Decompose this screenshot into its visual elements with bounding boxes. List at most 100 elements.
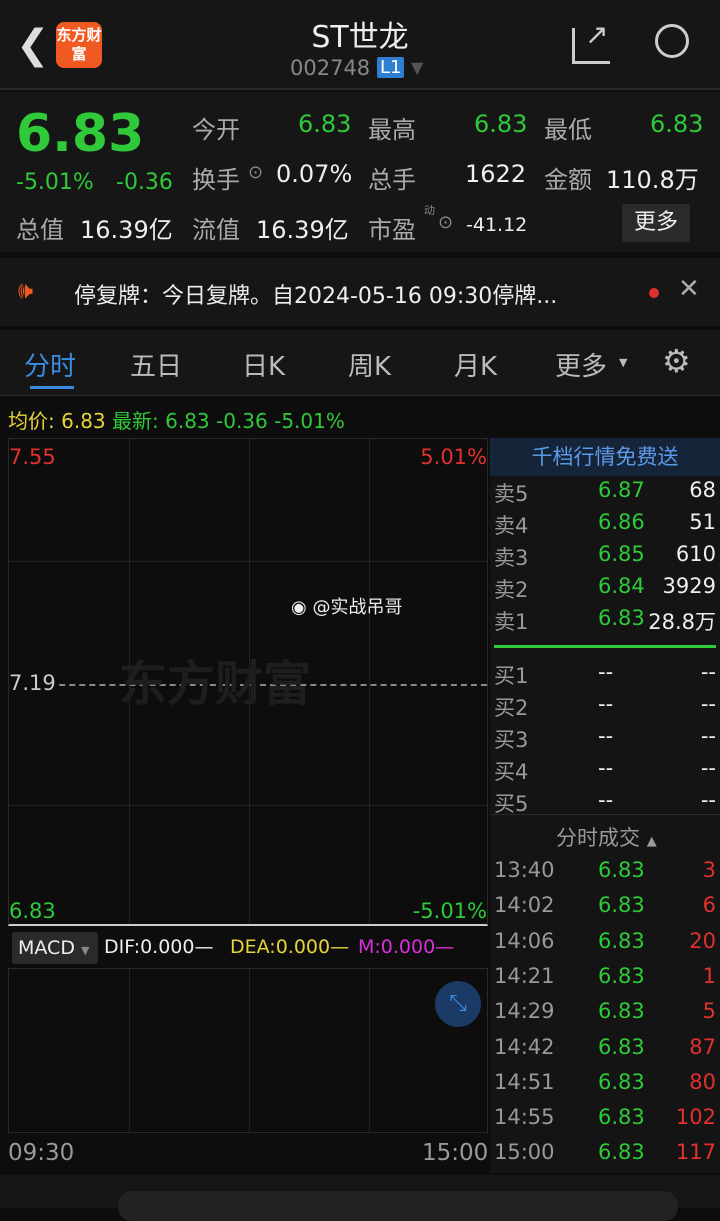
y-axis-top: 7.55 [9, 445, 56, 469]
intraday-chart[interactable]: 东方财富 7.55 7.19 6.83 5.01% -5.01% ◉ @实战吊哥 [8, 438, 488, 926]
row-label: 14:02 [494, 893, 555, 918]
bid-row: 买2 -- -- [494, 692, 716, 724]
row-volume: 117 [675, 1140, 716, 1165]
tab-five-day[interactable]: 五日 [130, 352, 183, 382]
tab-intraday[interactable]: 分时 [24, 352, 77, 382]
macd-chart[interactable]: ⤡ [8, 968, 488, 1133]
speaker-icon: 🕪 [18, 276, 34, 304]
tab-monthly-k[interactable]: 月K [454, 352, 498, 382]
macd-dif: DIF:0.000— [104, 936, 214, 958]
current-price: 6.83 [16, 104, 145, 164]
info-line: 均价: 6.83 最新: 6.83 -0.36 -5.01% [8, 405, 345, 434]
row-price: 6.83 [598, 1069, 645, 1094]
indicator-label: MACD [18, 937, 75, 959]
row-label: 14:21 [494, 963, 555, 988]
pe-sup: 动 [424, 204, 435, 217]
row-volume: -- [700, 724, 716, 748]
dropdown-icon[interactable]: ▼ [411, 58, 424, 77]
high-label: 最高 [368, 116, 416, 144]
row-price: 6.83 [598, 928, 645, 953]
macd-dea: DEA:0.000— [230, 936, 350, 958]
search-icon[interactable] [655, 24, 689, 58]
x-axis-end: 15:00 [422, 1140, 489, 1166]
chevron-up-icon: ▲ [646, 834, 657, 849]
trade-row: 14:06 6.83 20 [494, 929, 716, 961]
bottom-bar [0, 1175, 720, 1221]
row-volume: 610 [675, 542, 716, 566]
row-price: 6.83 [598, 963, 645, 988]
row-price: 6.83 [598, 1140, 645, 1165]
quote-panel: 6.83 -5.01% -0.36 今开 6.83 最高 6.83 最低 6.8… [0, 92, 720, 252]
bid-row: 买4 -- -- [494, 756, 716, 788]
watermark-logo: 东方财富 [119, 656, 312, 712]
latest-change: -0.36 [216, 409, 268, 433]
tab-more[interactable]: 更多 [555, 352, 608, 382]
level2-banner[interactable]: 千档行情免费送 [490, 438, 720, 476]
share-icon[interactable]: ↗ [572, 18, 610, 64]
indicator-selector[interactable]: MACD ▼ [12, 932, 98, 964]
weibo-icon: ◉ [291, 597, 307, 618]
ask-row: 卖4 6.86 51 [494, 510, 716, 542]
row-volume: 5 [702, 999, 716, 1024]
weibo-watermark: ◉ @实战吊哥 [291, 593, 402, 619]
row-volume: -- [700, 692, 716, 716]
row-label: 14:42 [494, 1034, 555, 1059]
order-book: 千档行情免费送 卖5 6.87 68 卖4 6.86 51 卖3 6.85 610 卖2 6.84 3… [490, 438, 720, 1173]
row-price: -- [598, 692, 614, 716]
row-price: 6.85 [598, 542, 645, 566]
row-price: -- [598, 724, 614, 748]
notice-bar[interactable]: 🕪 停复牌：今日复牌。自2024-05-16 09:30停牌... ✕ [0, 258, 720, 326]
trade-row: 14:21 6.83 1 [494, 964, 716, 996]
row-price: -- [598, 788, 614, 812]
comment-input[interactable] [118, 1191, 678, 1221]
market-cap-label: 总值 [16, 216, 64, 244]
prev-close-line [9, 684, 487, 686]
row-volume: 28.8万 [648, 610, 716, 634]
row-label: 买1 [494, 664, 529, 688]
open-value: 6.83 [298, 110, 352, 138]
level-badge[interactable]: L1 [377, 57, 405, 78]
bid-row: 买1 -- -- [494, 660, 716, 692]
avg-value: 6.83 [61, 409, 106, 433]
row-price: 6.83 [598, 606, 645, 630]
more-button[interactable]: 更多 [622, 204, 690, 242]
amount-value: 110.8万 [606, 166, 699, 194]
logo[interactable]: 东方财富 [56, 22, 102, 68]
row-label: 13:40 [494, 858, 555, 882]
back-icon[interactable]: ❮ [16, 22, 50, 68]
chevron-down-icon: ▼ [81, 944, 90, 957]
gear-icon[interactable]: ⚙ [662, 342, 691, 380]
row-volume: -- [700, 788, 716, 812]
info-icon[interactable]: ⊙ [248, 162, 264, 183]
open-label: 今开 [192, 116, 240, 144]
spread-divider [494, 645, 716, 648]
row-label: 买5 [494, 792, 529, 816]
row-volume: 102 [675, 1105, 716, 1130]
row-price: 6.83 [598, 1034, 645, 1059]
turnover-value: 0.07% [276, 160, 353, 188]
stock-code: 002748 [290, 56, 371, 80]
pct-axis-top: 5.01% [420, 445, 487, 469]
trade-row: 14:29 6.83 5 [494, 999, 716, 1031]
ask-row: 卖1 6.83 28.8万 [494, 606, 716, 638]
trade-row: 14:42 6.83 87 [494, 1035, 716, 1067]
info-icon[interactable]: ⊙ [438, 212, 454, 233]
pct-axis-bottom: -5.01% [412, 899, 487, 923]
unread-dot [649, 288, 659, 298]
close-icon[interactable]: ✕ [678, 274, 700, 304]
trades-title[interactable]: 分时成交 ▲ [556, 822, 657, 852]
chart-tabs: 分时 五日 日K 周K 月K 更多 ▼ ⚙ [0, 330, 720, 396]
tab-weekly-k[interactable]: 周K [348, 352, 392, 382]
tab-daily-k[interactable]: 日K [242, 352, 286, 382]
y-axis-bottom: 6.83 [9, 899, 56, 923]
expand-icon[interactable]: ⤡ [435, 981, 481, 1027]
row-price: 6.83 [598, 1105, 645, 1130]
row-price: 6.87 [598, 478, 645, 502]
row-volume: 1 [702, 963, 716, 988]
trade-row: 13:40 6.83 3 [494, 858, 716, 890]
row-price: -- [598, 660, 614, 684]
row-label: 卖1 [494, 610, 529, 634]
watermark-text: @实战吊哥 [312, 597, 403, 618]
macd-m: M:0.000— [358, 936, 455, 958]
row-label: 卖4 [494, 514, 529, 538]
